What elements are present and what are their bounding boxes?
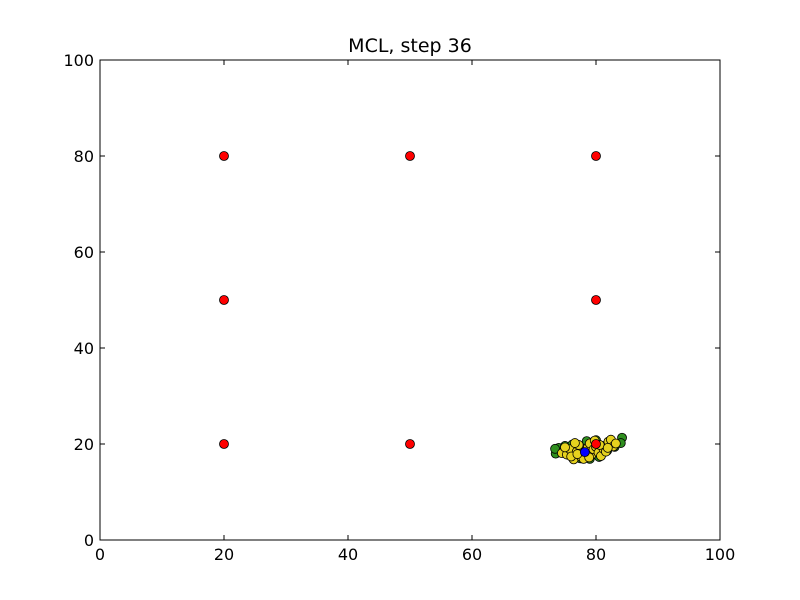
data-point-s3 (405, 151, 415, 161)
data-point-s1 (602, 442, 613, 453)
plot-frame (99, 59, 721, 541)
axis-ticks: 0 20 40 60 80 100 0 20 40 60 80 100 (63, 51, 735, 564)
data-point-s3 (219, 151, 229, 161)
data-point-s1 (610, 438, 621, 449)
data-point-s3 (591, 439, 601, 449)
x-tick-label: 0 (95, 545, 105, 564)
y-tick-label: 20 (74, 435, 94, 454)
data-point-s1 (560, 442, 570, 453)
data-point-s1 (570, 438, 580, 448)
chart-title: MCL, step 36 (348, 35, 472, 57)
data-point-s3 (591, 151, 601, 161)
y-tick-label: 100 (63, 51, 94, 70)
data-point-s2 (579, 447, 590, 458)
x-tick-label: 20 (214, 545, 234, 564)
data-points (219, 151, 627, 465)
x-tick-label: 100 (705, 545, 736, 564)
plot-area (100, 60, 720, 540)
x-tick-label: 40 (338, 545, 358, 564)
x-tick-label: 60 (462, 545, 482, 564)
data-point-s0 (550, 443, 560, 454)
y-tick-label: 80 (74, 147, 94, 166)
data-point-s3 (219, 295, 229, 305)
data-point-s3 (219, 439, 229, 449)
data-point-s3 (591, 295, 601, 305)
y-tick-label: 0 (84, 531, 94, 550)
y-tick-label: 60 (74, 243, 94, 262)
y-tick-label: 40 (74, 339, 94, 358)
x-tick-label: 80 (586, 545, 606, 564)
data-point-s3 (405, 439, 415, 449)
